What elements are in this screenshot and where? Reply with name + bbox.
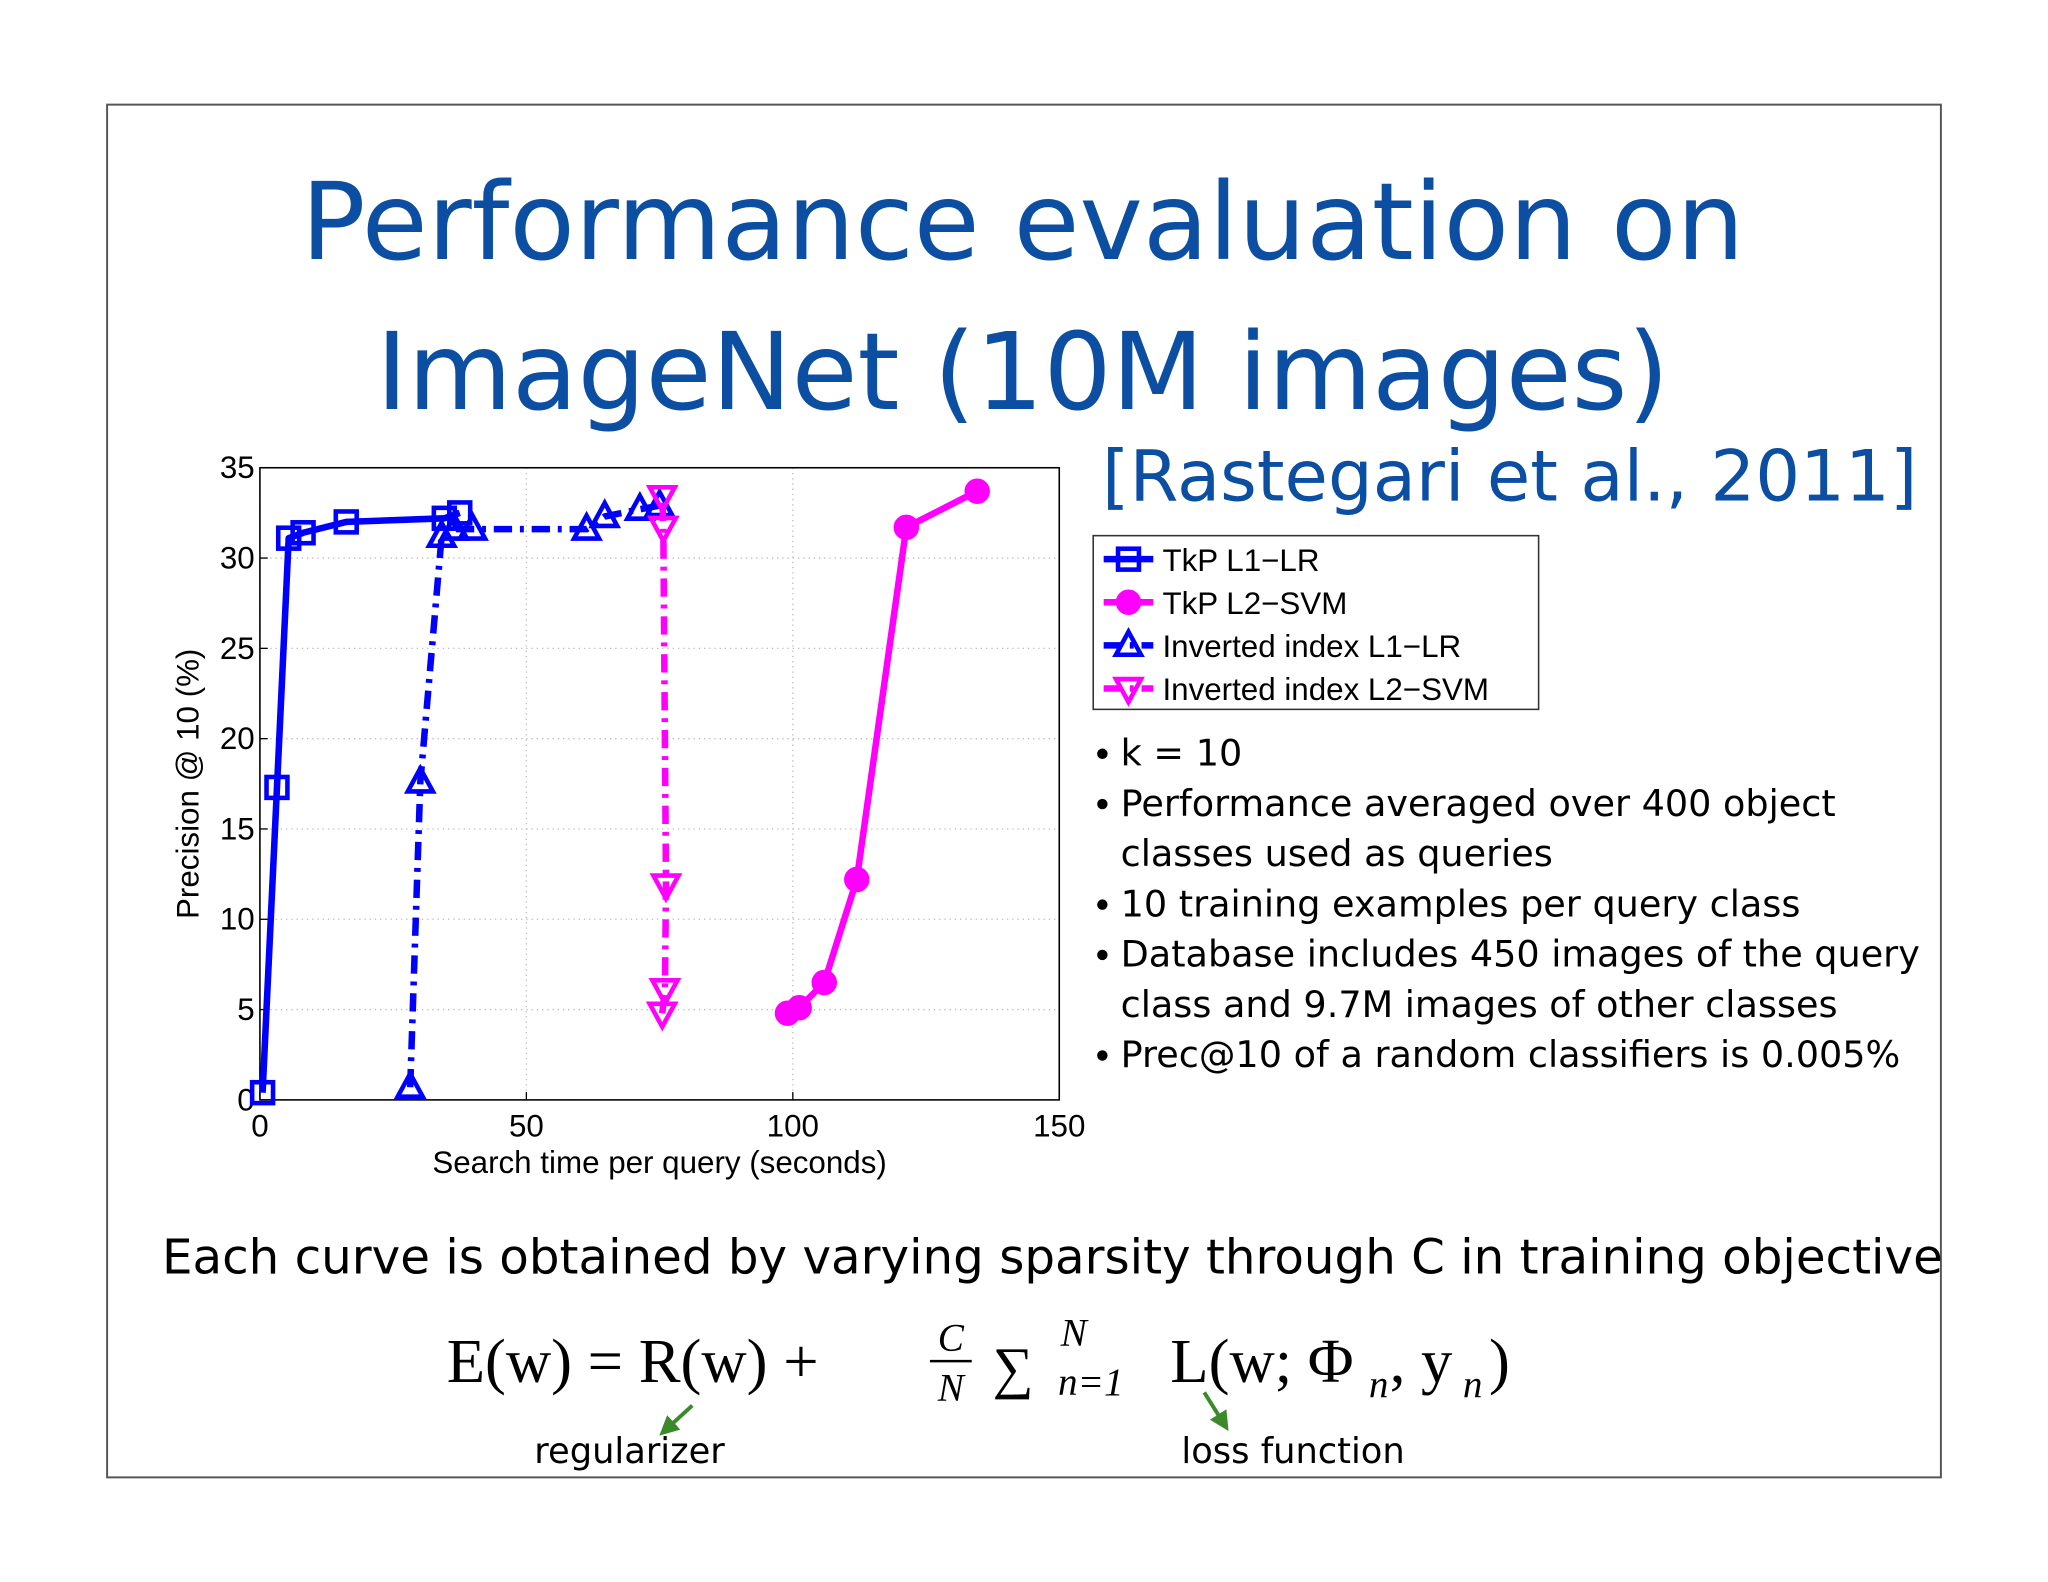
title: Performance evaluation on <box>301 161 1744 285</box>
marker <box>438 510 471 541</box>
marker <box>333 509 359 535</box>
formula-part: L(w; Φ <box>1170 1326 1353 1396</box>
formula-part: C <box>938 1317 965 1360</box>
marker <box>393 1068 427 1099</box>
bullet-dot <box>1097 899 1108 910</box>
series-line <box>259 509 461 1093</box>
marker <box>1112 676 1145 707</box>
bullet-text: Prec@10 of a random classifiers is 0.005… <box>1121 1033 1901 1076</box>
formula-part: n=1 <box>1058 1361 1124 1404</box>
title: ImageNet (10M images) <box>376 311 1669 435</box>
x-axis-label: Search time per query (seconds) <box>432 1145 886 1180</box>
y-axis-label: Precision @ 10 (%) <box>171 649 206 919</box>
arrow <box>1202 1391 1229 1432</box>
marker <box>588 498 622 529</box>
formula-part: N <box>1060 1311 1089 1354</box>
formula-part: N <box>937 1366 966 1409</box>
marker <box>1112 627 1145 658</box>
bullet-text: Database includes 450 images of the quer… <box>1121 933 1920 976</box>
marker <box>264 774 290 801</box>
formula-part: n <box>1369 1364 1389 1407</box>
bullet-dot <box>1097 748 1108 759</box>
citation: [Rastegari et al., 2011] <box>1102 435 1917 517</box>
marker <box>425 518 459 549</box>
marker <box>623 490 657 521</box>
marker <box>811 969 837 996</box>
formula-part: ∑ <box>993 1337 1034 1400</box>
legend-box <box>1092 534 1540 711</box>
y-tick-label: 30 <box>220 540 255 575</box>
caption: Each curve is obtained by varying sparsi… <box>162 1230 1943 1286</box>
marker <box>646 515 680 546</box>
formula-part: , y <box>1390 1326 1453 1396</box>
marker <box>645 1001 679 1032</box>
marker <box>648 978 682 1009</box>
bullet-dot <box>1097 798 1108 810</box>
bullet-dot <box>1097 949 1108 961</box>
marker <box>275 525 302 551</box>
bullet-text: classes used as queries <box>1121 832 1553 875</box>
marker <box>456 510 489 541</box>
y-tick-label: 15 <box>220 811 255 846</box>
legend-label: TkP L2−SVM <box>1162 586 1347 621</box>
series-line <box>406 502 661 1088</box>
y-tick-label: 35 <box>220 450 255 485</box>
bullet-text: k = 10 <box>1121 732 1243 775</box>
marker <box>290 520 316 546</box>
y-tick-label: 10 <box>220 902 255 937</box>
bullet-text: 10 training examples per query class <box>1121 882 1801 925</box>
marker <box>1115 546 1142 572</box>
marker <box>1115 589 1142 615</box>
arrow <box>659 1404 694 1436</box>
marker <box>649 873 683 904</box>
x-tick-label: 100 <box>767 1108 819 1143</box>
x-tick-label: 0 <box>251 1108 268 1143</box>
y-tick-label: 25 <box>220 631 255 666</box>
legend-label: Inverted index L2−SVM <box>1162 672 1489 707</box>
annotation: loss function <box>1181 1431 1404 1472</box>
bullet-text: class and 9.7M images of other classes <box>1121 983 1838 1026</box>
x-tick-label: 50 <box>509 1108 544 1143</box>
legend-label: TkP L1−LR <box>1162 543 1319 578</box>
marker <box>249 1079 276 1106</box>
marker <box>964 478 990 504</box>
marker <box>893 514 920 541</box>
marker <box>403 763 437 794</box>
legend-label: Inverted index L1−LR <box>1162 629 1461 664</box>
y-tick-label: 20 <box>220 721 255 756</box>
annotation: regularizer <box>534 1431 725 1472</box>
y-tick-label: 5 <box>237 992 254 1027</box>
bullet-text: Performance averaged over 400 object <box>1121 782 1836 825</box>
formula-part: E(w) = R(w) + <box>447 1326 819 1396</box>
plot-frame <box>259 466 1061 1101</box>
formula-part: n <box>1463 1364 1483 1407</box>
marker <box>645 484 679 515</box>
formula-part: ) <box>1489 1326 1510 1396</box>
marker <box>786 995 812 1021</box>
marker <box>844 866 870 893</box>
x-tick-label: 150 <box>1033 1108 1085 1143</box>
bullet-dot <box>1097 1050 1108 1061</box>
